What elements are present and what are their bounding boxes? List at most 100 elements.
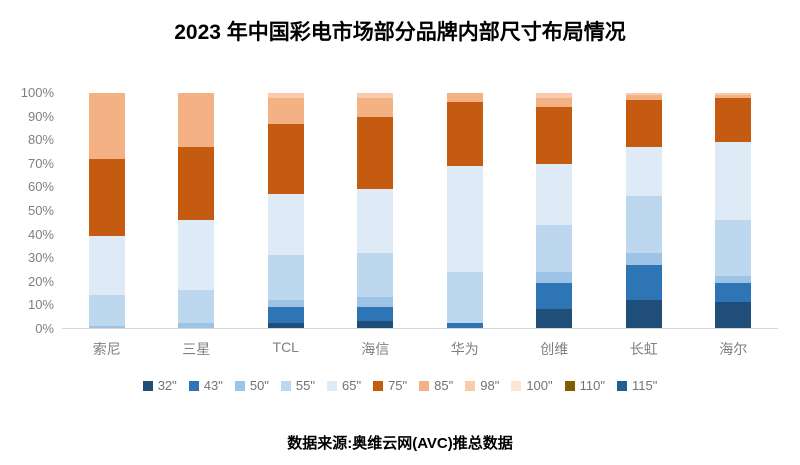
y-tick-label: 60% <box>27 179 54 195</box>
bar-stack <box>536 93 573 328</box>
bar-segment <box>536 271 573 284</box>
bar-segment <box>715 302 752 328</box>
x-category-label: 索尼 <box>92 341 121 357</box>
y-tick-label: 40% <box>27 226 54 242</box>
bar-segment <box>446 102 483 166</box>
bar-stack <box>178 93 215 328</box>
legend-swatch <box>564 380 575 391</box>
bar-segment <box>536 309 573 328</box>
bars-container <box>62 93 778 328</box>
bar-segment <box>267 306 304 324</box>
legend-label: 43" <box>203 378 223 393</box>
legend-label: 55" <box>295 378 315 393</box>
bar-segment <box>267 323 304 328</box>
bar-segment <box>715 283 752 303</box>
plot-area <box>62 93 778 329</box>
bar-segment <box>357 116 394 190</box>
bar-segment <box>267 93 304 98</box>
bar-segment <box>267 194 304 256</box>
y-tick-label: 30% <box>27 250 54 266</box>
bar-segment <box>446 271 483 324</box>
bar-segment <box>625 147 662 197</box>
legend-label: 110" <box>579 378 605 393</box>
data-source-note: 数据来源:奥维云网(AVC)推总数据 <box>287 435 513 452</box>
bar-segment <box>446 165 483 272</box>
y-tick-label: 90% <box>27 108 54 124</box>
bar-segment <box>357 189 394 253</box>
bar-segment <box>267 123 304 195</box>
bar-stack <box>625 93 662 328</box>
bar-segment <box>715 219 752 277</box>
legend-item: 75" <box>373 378 407 393</box>
y-tick-label: 70% <box>27 155 54 171</box>
bar-stack <box>715 93 752 328</box>
bar-column <box>152 93 242 328</box>
legend-item: 110" <box>564 378 605 393</box>
y-axis: 100% 90% 80% 70% 60% 50% 40% 30% 20% 10% 0% <box>6 85 54 336</box>
legend-item: 43" <box>188 378 223 393</box>
bar-column <box>331 93 421 328</box>
bar-segment <box>357 97 394 117</box>
x-category-label: 三星 <box>182 341 211 357</box>
bar-segment <box>357 252 394 298</box>
legend-label: 50" <box>249 378 269 393</box>
bar-segment <box>625 196 662 253</box>
legend-item: 100" <box>511 378 553 393</box>
chart-title: 2023 年中国彩电市场部分品牌内部尺寸布局情况 <box>174 21 626 44</box>
legend-label: 75" <box>388 378 408 393</box>
bar-segment <box>357 306 394 321</box>
bar-segment <box>715 97 752 143</box>
legend-item: 65" <box>327 378 361 393</box>
legend-swatch <box>511 380 522 391</box>
legend-swatch <box>373 380 384 391</box>
bar-segment <box>715 95 752 98</box>
bar-segment <box>178 290 215 324</box>
bar-segment <box>446 93 483 103</box>
legend-item: 32" <box>142 378 177 393</box>
bar-segment <box>446 323 483 328</box>
legend-swatch <box>142 380 153 391</box>
bar-column <box>599 93 689 328</box>
legend-item: 50" <box>234 378 269 393</box>
bar-column <box>241 93 331 328</box>
bar-stack <box>446 93 483 328</box>
bar-segment <box>357 320 394 328</box>
legend-label: 100" <box>526 378 553 393</box>
bar-segment <box>88 295 125 326</box>
x-axis: 索尼 三星 TCL 海信 华为 创维 长虹 海尔 <box>62 339 778 359</box>
bar-segment <box>536 283 573 310</box>
bar-stack <box>267 93 304 328</box>
bar-segment <box>625 299 662 328</box>
bar-segment <box>536 107 573 164</box>
bar-stack <box>357 93 394 328</box>
legend-swatch <box>327 380 337 391</box>
bar-segment <box>178 323 215 328</box>
legend-label: 65" <box>342 378 362 393</box>
bar-segment <box>536 224 573 272</box>
legend-swatch <box>465 380 476 391</box>
bar-segment <box>536 97 573 108</box>
x-category-label: 华为 <box>450 341 479 357</box>
x-category-label: TCL <box>272 339 299 355</box>
legend-swatch <box>419 380 430 391</box>
legend-swatch <box>188 380 199 391</box>
x-category-label: 长虹 <box>629 341 658 357</box>
bar-segment <box>178 93 215 148</box>
x-category-label: 创维 <box>540 341 569 357</box>
bar-segment <box>88 158 125 237</box>
bar-segment <box>357 93 394 98</box>
bar-segment <box>267 299 304 307</box>
legend: 32" 43" 50" 55" 65" 75" 85" 98" 100" 110" 115" <box>0 378 800 393</box>
y-tick-label: 20% <box>27 273 54 289</box>
legend-label: 98" <box>480 378 500 393</box>
legend-item: 85" <box>419 378 453 393</box>
bar-segment <box>536 93 573 98</box>
bar-segment <box>357 297 394 307</box>
bar-segment <box>178 219 215 291</box>
bar-segment <box>715 276 752 284</box>
bar-segment <box>715 93 752 96</box>
y-tick-label: 100% <box>20 85 54 100</box>
x-category-label: 海信 <box>361 341 390 357</box>
bar-column <box>420 93 510 328</box>
